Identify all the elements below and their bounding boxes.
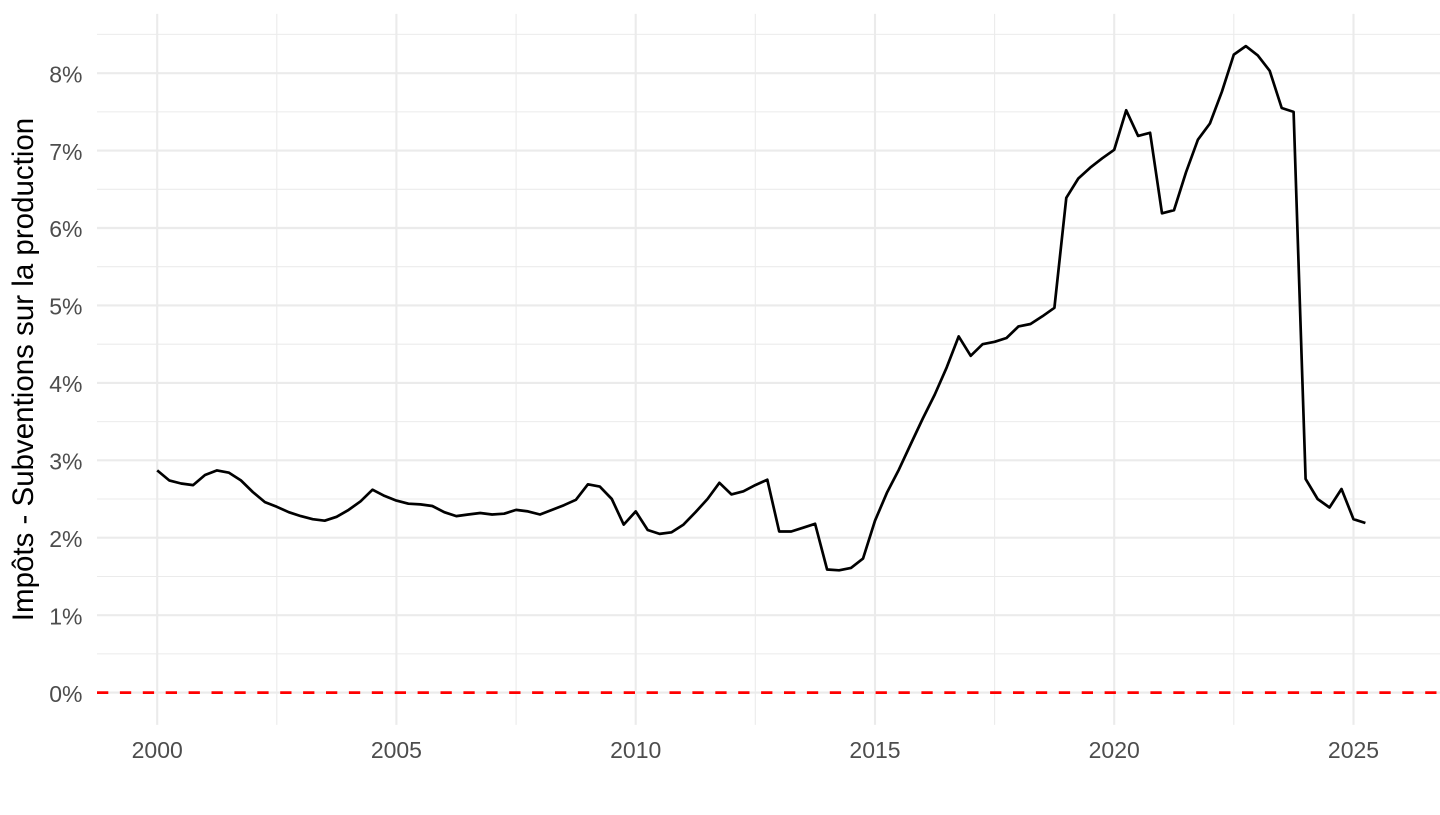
svg-text:1%: 1% [49, 603, 82, 629]
svg-text:6%: 6% [49, 216, 82, 242]
svg-text:2%: 2% [49, 526, 82, 552]
svg-text:2020: 2020 [1089, 737, 1140, 763]
svg-text:4%: 4% [49, 371, 82, 397]
svg-text:2005: 2005 [371, 737, 422, 763]
svg-text:5%: 5% [49, 294, 82, 320]
svg-text:7%: 7% [49, 139, 82, 165]
svg-text:8%: 8% [49, 61, 82, 87]
svg-text:3%: 3% [49, 449, 82, 475]
svg-text:Impôts - Subventions sur la pr: Impôts - Subventions sur la production [7, 118, 40, 621]
svg-text:2025: 2025 [1328, 737, 1379, 763]
svg-text:2015: 2015 [849, 737, 900, 763]
svg-text:2000: 2000 [132, 737, 183, 763]
svg-text:2010: 2010 [610, 737, 661, 763]
svg-text:0%: 0% [49, 681, 82, 707]
